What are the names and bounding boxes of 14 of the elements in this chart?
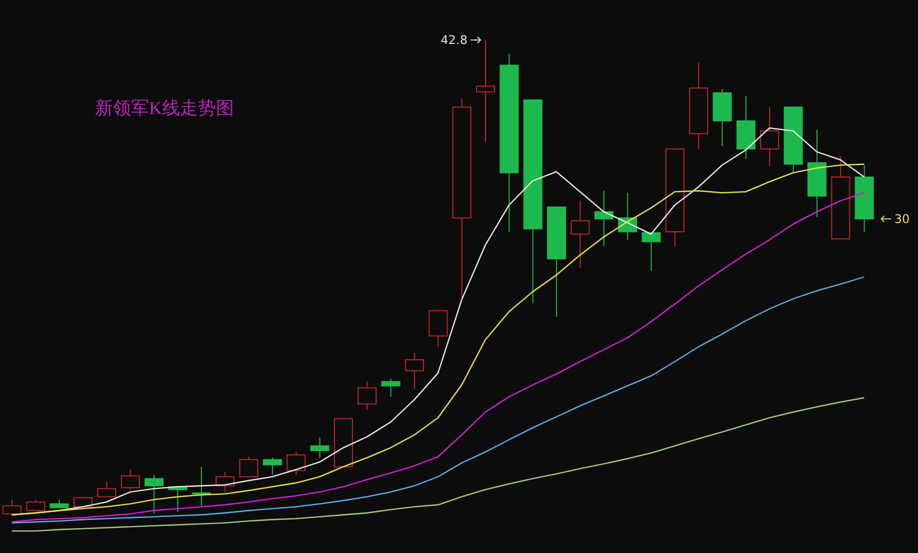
candlestick	[689, 62, 708, 150]
candlestick	[712, 88, 732, 147]
candlestick	[286, 452, 306, 476]
candlestick	[310, 437, 330, 458]
candlestick	[807, 129, 826, 218]
candlestick	[760, 106, 780, 167]
candlestick	[452, 98, 472, 300]
text: 新领军K线走势图	[95, 97, 234, 120]
annotation: 42.8	[440, 33, 468, 47]
text: 30	[894, 212, 910, 226]
candlestick	[854, 164, 874, 232]
candlestick	[570, 200, 590, 268]
candlestick	[476, 40, 496, 142]
candlestick	[500, 53, 519, 232]
